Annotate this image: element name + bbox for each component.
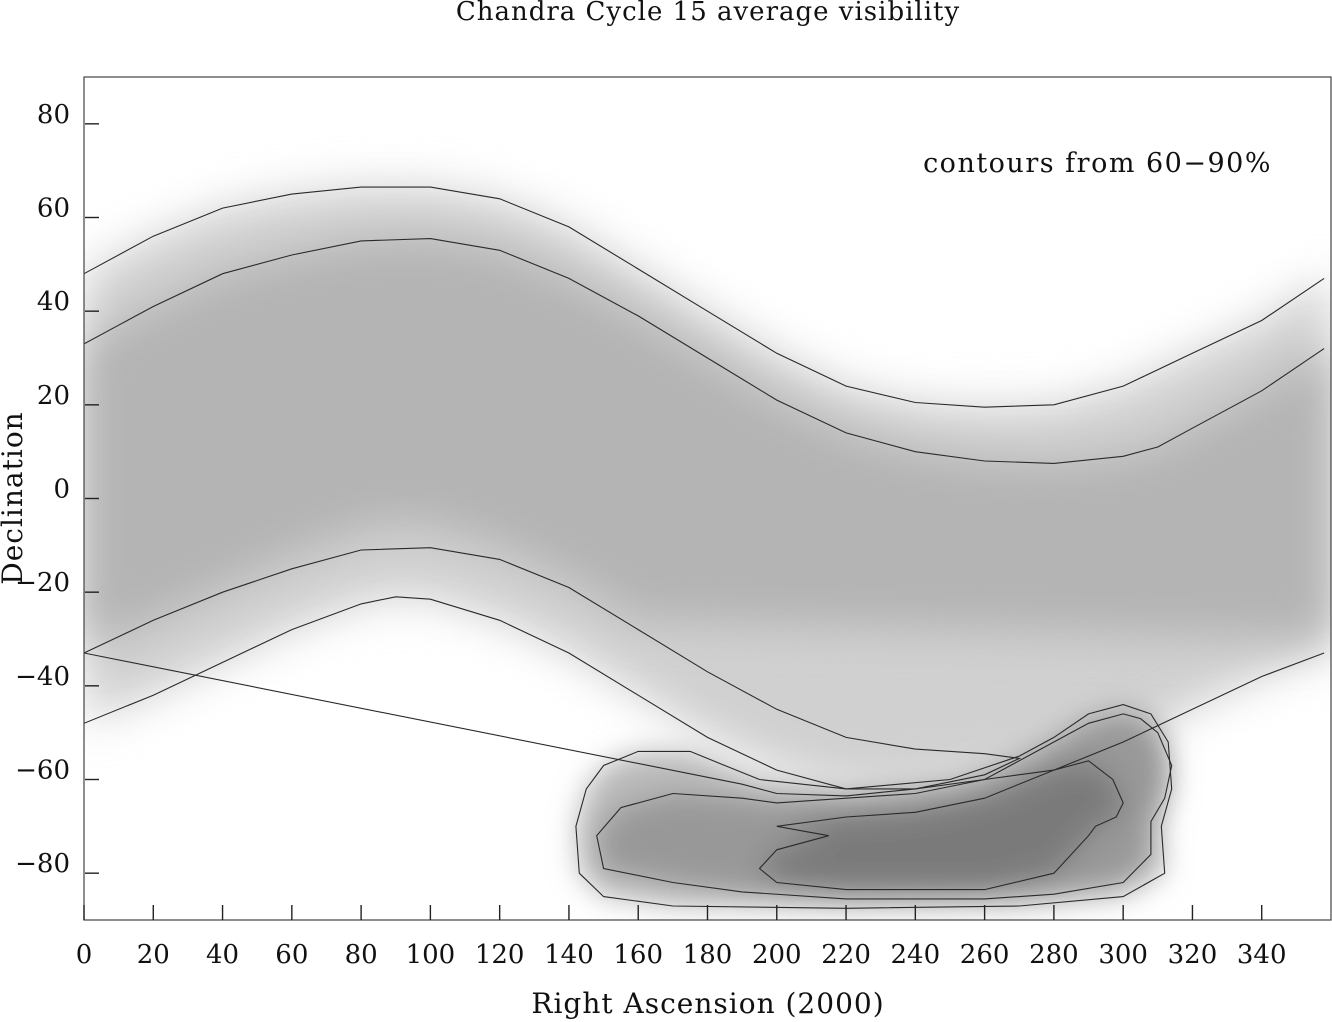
contour-line-60-0	[84, 186, 1325, 408]
contour-line-60-2	[84, 596, 1325, 790]
x-tick-label: 340	[1237, 940, 1287, 970]
x-tick-label: 120	[475, 940, 525, 970]
y-tick-label: −60	[15, 756, 70, 786]
x-tick-label: 0	[76, 940, 93, 970]
chart-title: Chandra Cycle 15 average visibility	[456, 0, 960, 27]
x-tick-label: 20	[137, 940, 170, 970]
contour-line-70-1	[84, 238, 1325, 464]
x-tick-label: 240	[891, 940, 941, 970]
y-tick-label: 0	[53, 475, 70, 505]
shade-layer-south	[575, 704, 1172, 909]
y-tick-label: −80	[15, 849, 70, 879]
y-tick-label: 80	[37, 100, 70, 130]
x-tick-label: 140	[544, 940, 594, 970]
contour-line-70-6	[575, 704, 1173, 909]
x-tick-label: 260	[960, 940, 1010, 970]
x-tick-label: 80	[345, 940, 378, 970]
contour-lines	[84, 186, 1325, 909]
y-axis-label: Declination	[0, 411, 29, 584]
x-tick-label: 200	[752, 940, 802, 970]
x-tick-label: 300	[1098, 940, 1148, 970]
x-tick-label: 160	[613, 940, 663, 970]
annotation-text: contours from 60−90%	[923, 148, 1272, 179]
y-tick-label: 40	[37, 287, 70, 317]
plot-area	[84, 77, 1331, 920]
x-tick-label: 220	[821, 940, 871, 970]
y-tick-label: 60	[37, 194, 70, 224]
x-tick-label: 280	[1029, 940, 1079, 970]
shade-layer-inner	[84, 238, 1331, 649]
y-axis: 80 60 40 20 0 −20 −40 −60 −80	[15, 100, 99, 879]
y-tick-label: −40	[15, 662, 70, 692]
contour-line-70-3	[84, 547, 1022, 797]
x-axis: 0 20 40 60 80 100 120 140 160 180 200 220 240 260 280 3…	[76, 905, 1287, 970]
y-tick-label: 20	[37, 381, 70, 411]
x-tick-label: 60	[275, 940, 308, 970]
x-axis-label: Right Ascension (2000)	[531, 987, 884, 1020]
contour-line-90-5	[758, 760, 1124, 891]
x-tick-label: 180	[683, 940, 733, 970]
y-tick-label: −20	[15, 568, 70, 598]
contour-line-80-4	[596, 713, 1173, 900]
x-tick-label: 40	[206, 940, 239, 970]
x-tick-label: 320	[1168, 940, 1218, 970]
visibility-shading	[84, 187, 1331, 909]
x-tick-label: 100	[406, 940, 456, 970]
